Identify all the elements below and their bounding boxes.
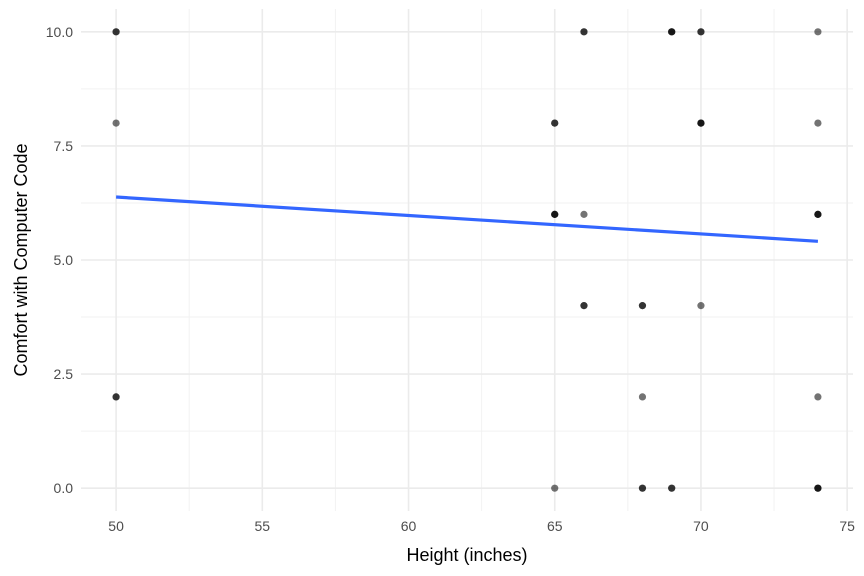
y-tick-label: 7.5 (54, 138, 74, 154)
y-tick-label: 0.0 (54, 480, 74, 496)
data-point (814, 119, 822, 127)
y-tick-label: 5.0 (54, 252, 74, 268)
data-point (551, 210, 559, 218)
x-tick-label: 75 (839, 518, 855, 534)
y-axis-ticks: 0.0 2.5 5.0 7.5 10.0 (46, 24, 73, 496)
data-point (697, 28, 705, 36)
data-point (580, 210, 588, 218)
x-tick-label: 50 (108, 518, 124, 534)
x-axis-title: Height (inches) (406, 545, 527, 565)
data-point (112, 28, 120, 36)
data-point (638, 393, 647, 401)
data-point (112, 119, 120, 127)
data-point (551, 484, 559, 492)
data-point (814, 210, 822, 218)
data-point (638, 484, 647, 492)
data-point (112, 393, 120, 401)
x-tick-label: 65 (547, 518, 563, 534)
data-point (580, 302, 588, 310)
data-point (814, 484, 822, 492)
data-point (668, 484, 676, 492)
trend-line (115, 195, 819, 243)
y-tick-label: 2.5 (54, 366, 74, 382)
data-point (551, 119, 559, 127)
data-point (814, 28, 822, 36)
data-point (668, 28, 676, 36)
data-point (814, 393, 822, 401)
trend-line-group (115, 195, 819, 243)
y-axis-title: Comfort with Computer Code (11, 143, 31, 376)
data-points (112, 28, 822, 492)
x-axis-ticks: 50 55 60 65 70 75 (108, 518, 855, 534)
y-tick-label: 10.0 (46, 24, 73, 40)
x-tick-label: 60 (401, 518, 417, 534)
x-tick-label: 55 (255, 518, 271, 534)
data-point (697, 119, 705, 127)
grid-major (81, 9, 853, 511)
x-tick-label: 70 (693, 518, 709, 534)
data-point (697, 302, 705, 310)
data-point (638, 302, 647, 310)
data-point (580, 28, 588, 36)
